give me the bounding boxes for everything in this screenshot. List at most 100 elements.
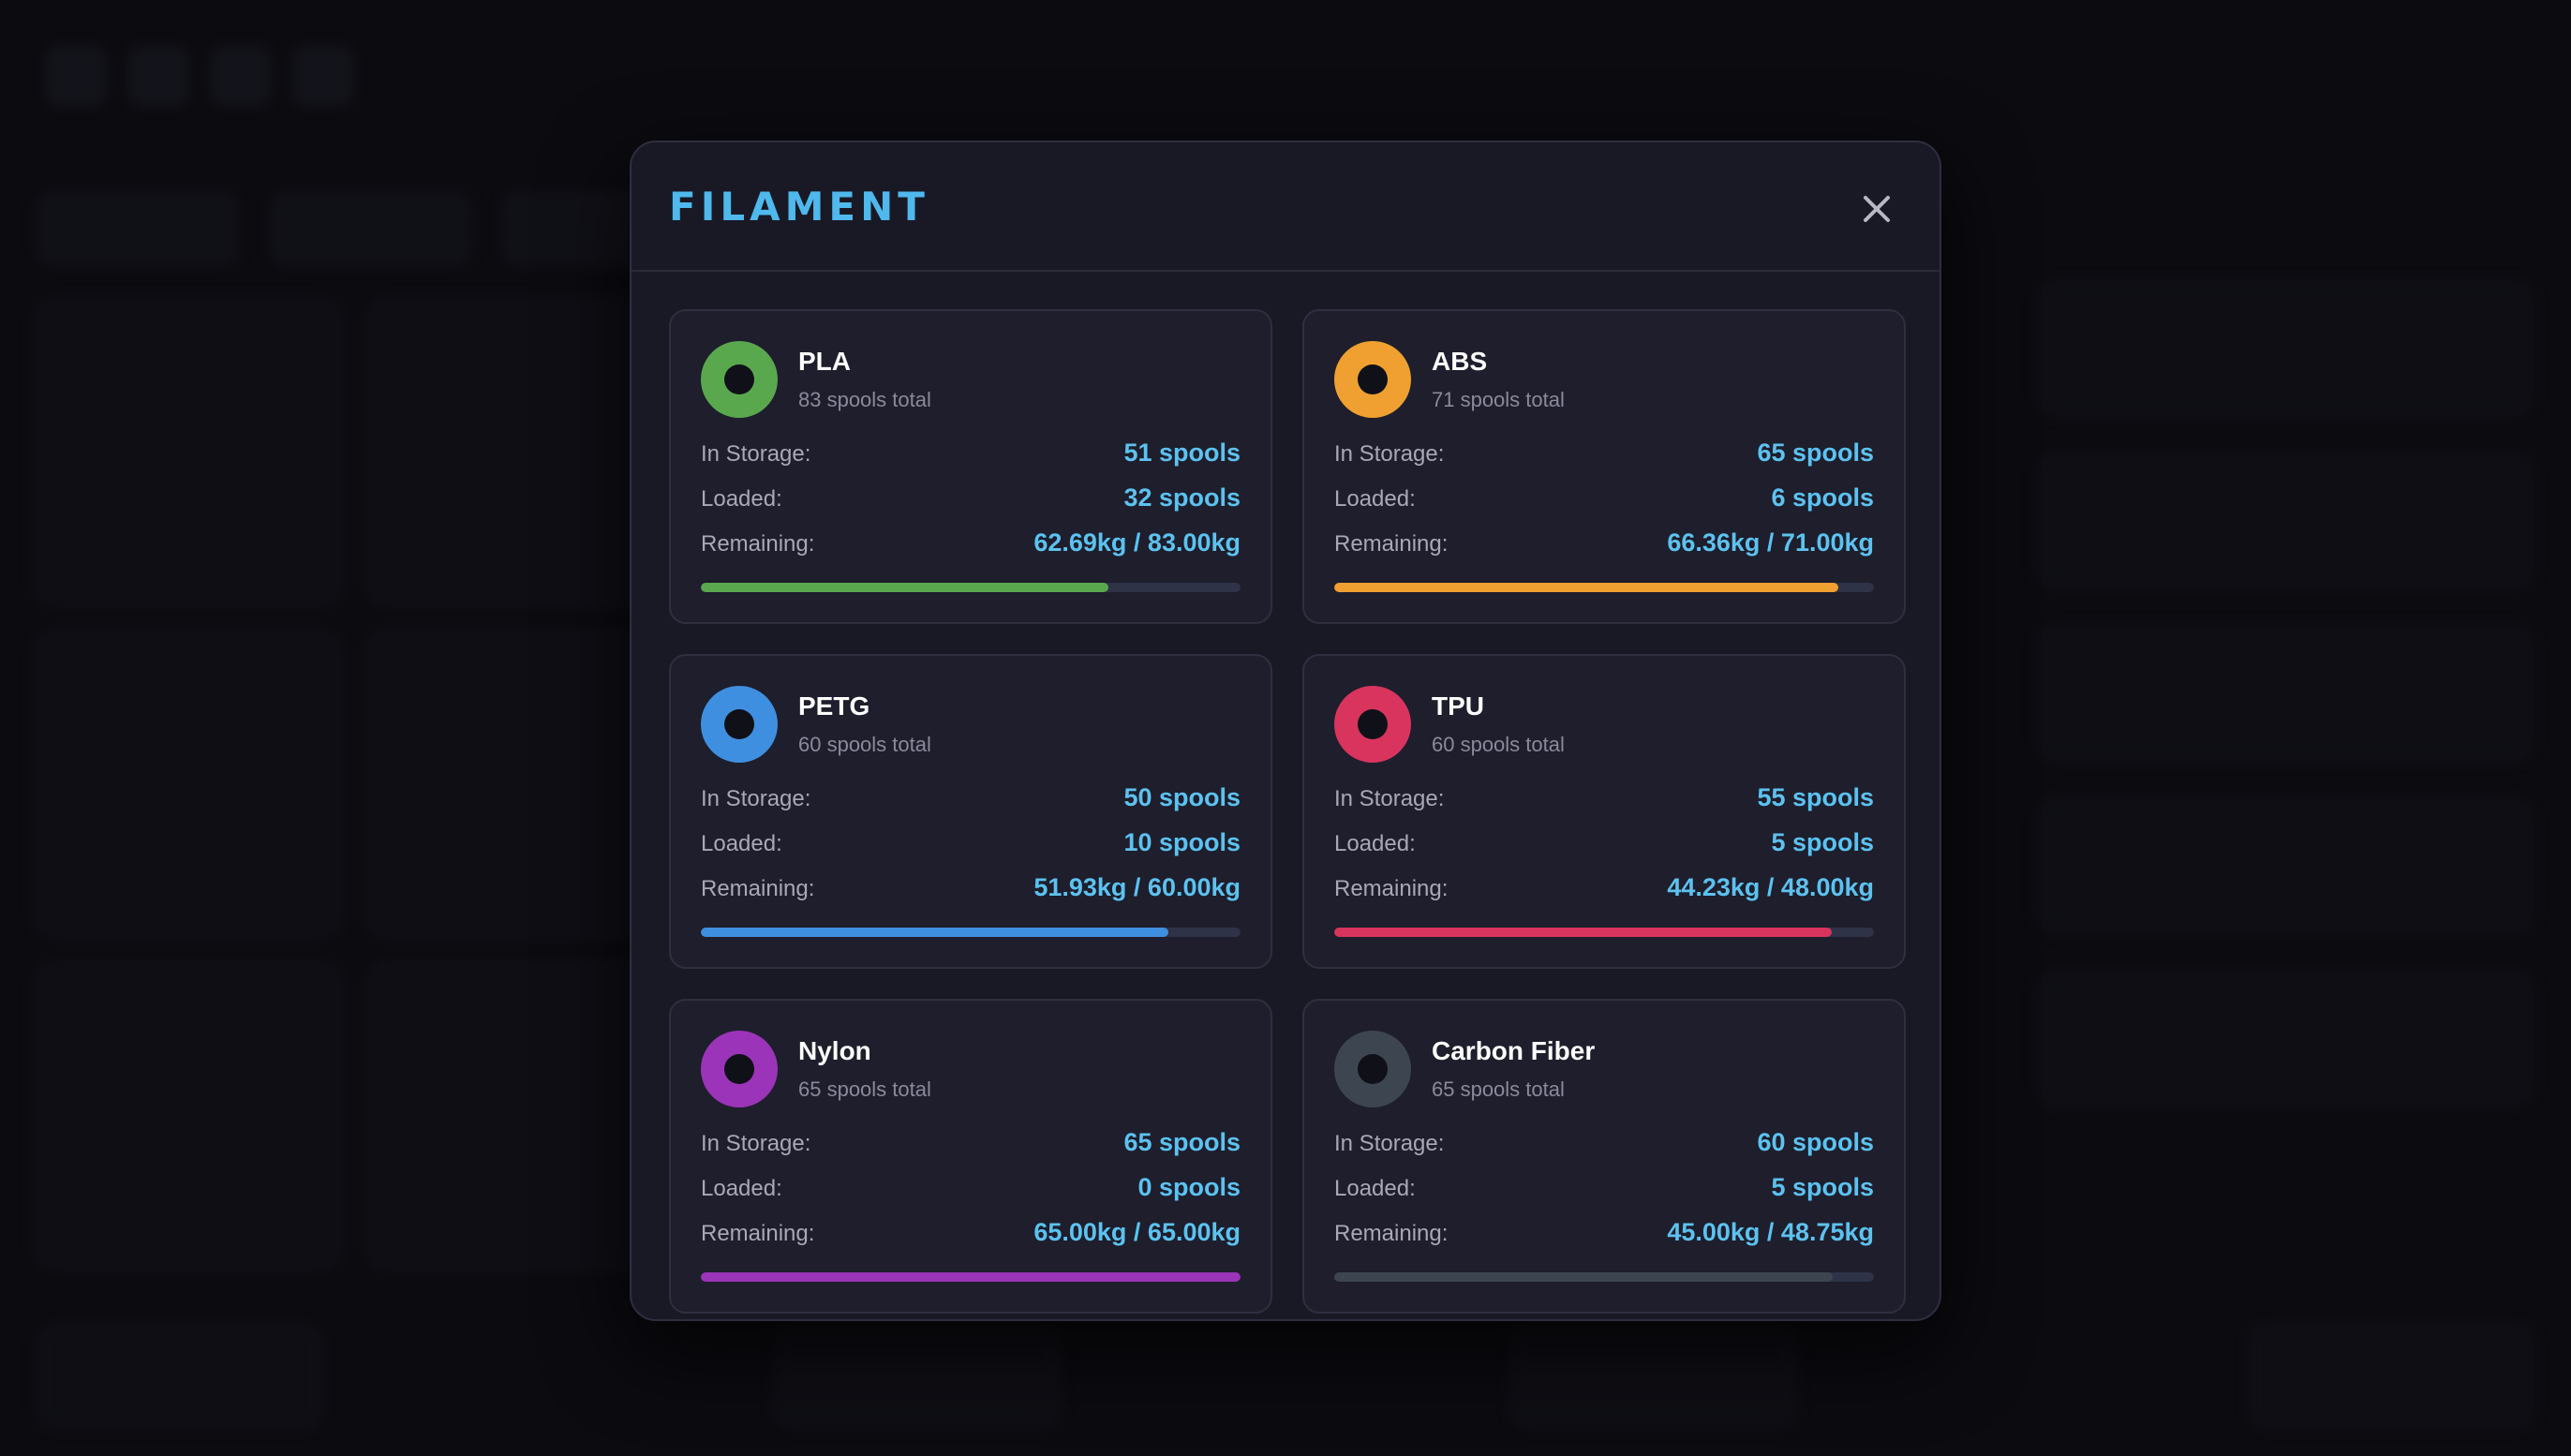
remaining-progress-bar bbox=[1334, 583, 1874, 592]
remaining-row: Remaining: 62.69kg / 83.00kg bbox=[701, 528, 1241, 557]
filament-card[interactable]: Nylon 65 spools total In Storage: 65 spo… bbox=[669, 999, 1272, 1314]
remaining-value: 65.00kg / 65.00kg bbox=[1033, 1218, 1241, 1246]
in-storage-value: 50 spools bbox=[1123, 783, 1241, 811]
spool-icon bbox=[701, 341, 778, 418]
filament-card[interactable]: Carbon Fiber 65 spools total In Storage:… bbox=[1302, 999, 1906, 1314]
filament-name: TPU bbox=[1432, 691, 1484, 721]
modal-title: FILAMENT bbox=[669, 184, 929, 230]
remaining-label: Remaining: bbox=[701, 531, 815, 557]
spool-icon bbox=[701, 686, 778, 763]
in-storage-value: 60 spools bbox=[1757, 1128, 1874, 1156]
loaded-value: 32 spools bbox=[1123, 483, 1241, 512]
in-storage-value: 65 spools bbox=[1123, 1128, 1241, 1156]
filament-card[interactable]: PETG 60 spools total In Storage: 50 spoo… bbox=[669, 654, 1272, 969]
loaded-value: 0 spools bbox=[1137, 1173, 1241, 1201]
remaining-row: Remaining: 44.23kg / 48.00kg bbox=[1334, 873, 1874, 902]
filament-cards: PLA 83 spools total In Storage: 51 spool… bbox=[669, 309, 1906, 1314]
spools-total: 60 spools total bbox=[1432, 733, 1565, 756]
filament-card[interactable]: TPU 60 spools total In Storage: 55 spool… bbox=[1302, 654, 1906, 969]
remaining-label: Remaining: bbox=[701, 1221, 815, 1246]
in-storage-label: In Storage: bbox=[1334, 441, 1445, 467]
in-storage-value: 55 spools bbox=[1757, 783, 1874, 811]
in-storage-row: In Storage: 51 spools bbox=[701, 438, 1241, 468]
loaded-value: 10 spools bbox=[1123, 828, 1241, 856]
remaining-value: 51.93kg / 60.00kg bbox=[1033, 873, 1241, 901]
spool-icon bbox=[1334, 341, 1411, 418]
spools-total: 60 spools total bbox=[798, 733, 931, 756]
loaded-value: 6 spools bbox=[1771, 483, 1874, 512]
modal-header: FILAMENT bbox=[632, 142, 1939, 272]
in-storage-row: In Storage: 65 spools bbox=[701, 1128, 1241, 1157]
loaded-label: Loaded: bbox=[1334, 1176, 1416, 1201]
loaded-row: Loaded: 32 spools bbox=[701, 483, 1241, 513]
spool-icon bbox=[1334, 1031, 1411, 1107]
remaining-row: Remaining: 51.93kg / 60.00kg bbox=[701, 873, 1241, 902]
background-clock bbox=[2432, 26, 2459, 96]
loaded-row: Loaded: 10 spools bbox=[701, 828, 1241, 857]
remaining-progress-bar bbox=[701, 928, 1241, 937]
remaining-value: 66.36kg / 71.00kg bbox=[1667, 528, 1874, 557]
remaining-row: Remaining: 66.36kg / 71.00kg bbox=[1334, 528, 1874, 557]
in-storage-label: In Storage: bbox=[701, 1131, 811, 1156]
in-storage-row: In Storage: 60 spools bbox=[1334, 1128, 1874, 1157]
progress-fill bbox=[701, 583, 1109, 592]
filament-modal: FILAMENT PLA 83 spools total In Storage:… bbox=[630, 141, 1941, 1321]
in-storage-label: In Storage: bbox=[1334, 1131, 1445, 1156]
progress-fill bbox=[701, 928, 1168, 937]
filament-card[interactable]: PLA 83 spools total In Storage: 51 spool… bbox=[669, 309, 1272, 624]
filament-name: PLA bbox=[798, 347, 851, 376]
filament-name: ABS bbox=[1432, 347, 1488, 376]
progress-fill bbox=[701, 1272, 1241, 1282]
spools-total: 71 spools total bbox=[1432, 388, 1565, 411]
remaining-label: Remaining: bbox=[701, 876, 815, 901]
in-storage-row: In Storage: 55 spools bbox=[1334, 783, 1874, 812]
remaining-value: 44.23kg / 48.00kg bbox=[1667, 873, 1874, 901]
in-storage-row: In Storage: 65 spools bbox=[1334, 438, 1874, 468]
spools-total: 65 spools total bbox=[798, 1077, 931, 1101]
spool-icon bbox=[1334, 686, 1411, 763]
remaining-progress-bar bbox=[1334, 928, 1874, 937]
loaded-label: Loaded: bbox=[701, 1176, 782, 1201]
background-bottom-bar bbox=[37, 1325, 2534, 1428]
filament-card[interactable]: ABS 71 spools total In Storage: 65 spool… bbox=[1302, 309, 1906, 624]
remaining-row: Remaining: 65.00kg / 65.00kg bbox=[701, 1218, 1241, 1247]
loaded-row: Loaded: 5 spools bbox=[1334, 1173, 1874, 1202]
loaded-label: Loaded: bbox=[701, 486, 782, 512]
remaining-row: Remaining: 45.00kg / 48.75kg bbox=[1334, 1218, 1874, 1247]
background-side-panel bbox=[2037, 281, 2534, 1143]
background-chips bbox=[37, 192, 703, 265]
remaining-progress-bar bbox=[701, 583, 1241, 592]
loaded-value: 5 spools bbox=[1771, 828, 1874, 856]
progress-fill bbox=[1334, 928, 1832, 937]
loaded-label: Loaded: bbox=[1334, 486, 1416, 512]
remaining-label: Remaining: bbox=[1334, 1221, 1449, 1246]
loaded-label: Loaded: bbox=[701, 831, 782, 856]
in-storage-row: In Storage: 50 spools bbox=[701, 783, 1241, 812]
in-storage-value: 51 spools bbox=[1123, 438, 1241, 467]
remaining-progress-bar bbox=[1334, 1272, 1874, 1282]
filament-name: Carbon Fiber bbox=[1432, 1036, 1596, 1065]
filament-name: Nylon bbox=[798, 1036, 871, 1065]
in-storage-label: In Storage: bbox=[701, 441, 811, 467]
spool-icon bbox=[701, 1031, 778, 1107]
remaining-value: 62.69kg / 83.00kg bbox=[1033, 528, 1241, 557]
progress-fill bbox=[1334, 583, 1839, 592]
close-icon bbox=[1864, 196, 1890, 222]
loaded-row: Loaded: 0 spools bbox=[701, 1173, 1241, 1202]
close-button[interactable] bbox=[1855, 187, 1898, 230]
remaining-label: Remaining: bbox=[1334, 531, 1449, 557]
spools-total: 65 spools total bbox=[1432, 1077, 1565, 1101]
in-storage-label: In Storage: bbox=[1334, 786, 1445, 811]
remaining-label: Remaining: bbox=[1334, 876, 1449, 901]
progress-fill bbox=[1334, 1272, 1833, 1282]
loaded-row: Loaded: 6 spools bbox=[1334, 483, 1874, 513]
background-balance bbox=[2403, 150, 2422, 211]
loaded-row: Loaded: 5 spools bbox=[1334, 828, 1874, 857]
spools-total: 83 spools total bbox=[798, 388, 931, 411]
remaining-value: 45.00kg / 48.75kg bbox=[1667, 1218, 1874, 1246]
background-toolbar bbox=[47, 47, 352, 105]
loaded-label: Loaded: bbox=[1334, 831, 1416, 856]
in-storage-label: In Storage: bbox=[701, 786, 811, 811]
loaded-value: 5 spools bbox=[1771, 1173, 1874, 1201]
